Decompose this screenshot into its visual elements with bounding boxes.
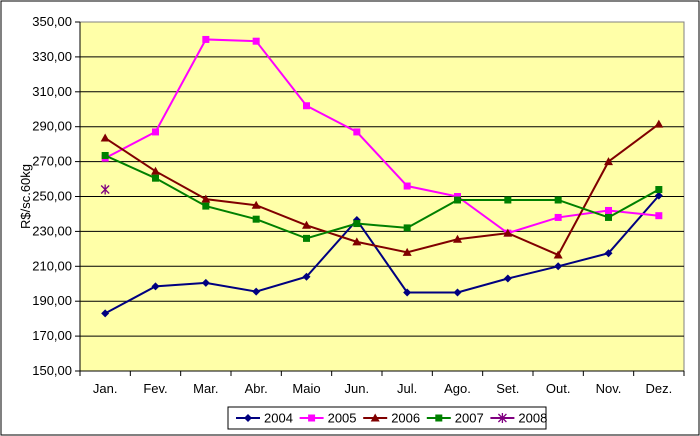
data-point (251, 200, 261, 209)
legend-marker-2005 (308, 414, 316, 422)
data-point (553, 250, 563, 259)
legend-label-2007: 2007 (455, 411, 484, 426)
data-point (353, 128, 361, 136)
data-point (353, 220, 361, 228)
legend-label-2008: 2008 (518, 411, 547, 426)
data-point (101, 151, 109, 159)
data-point (605, 206, 612, 214)
data-point (654, 119, 664, 128)
data-point (202, 35, 210, 43)
data-point (554, 213, 562, 221)
data-point (101, 309, 110, 318)
legend-label-2005: 2005 (328, 411, 357, 426)
data-point (403, 288, 412, 297)
legend-marker-2006 (370, 413, 380, 422)
y-tick-label: 310,00 (32, 84, 72, 99)
data-point (152, 174, 159, 182)
data-point (654, 191, 663, 200)
data-point (302, 272, 311, 281)
x-tick-label: Nov. (596, 381, 622, 396)
legend-marker-2008 (497, 413, 507, 423)
data-point (655, 186, 663, 194)
data-point (100, 184, 110, 195)
x-tick-label: Dez. (645, 381, 672, 396)
data-point (605, 213, 612, 221)
data-point (604, 157, 613, 166)
legend-label-2006: 2006 (391, 411, 420, 426)
y-tick-label: 330,00 (32, 49, 72, 64)
data-point (151, 282, 160, 291)
y-axis-title: R$/sc.60kg (18, 164, 33, 229)
data-point (151, 166, 160, 175)
y-tick-label: 230,00 (32, 223, 72, 238)
data-point (403, 182, 411, 190)
data-point (453, 288, 462, 297)
data-point (303, 102, 310, 110)
data-point (503, 274, 512, 283)
data-point (303, 234, 310, 242)
x-tick-label: Mar. (193, 381, 218, 396)
data-point (403, 224, 411, 232)
x-tick-label: Fev. (143, 381, 167, 396)
legend-marker-2004 (244, 414, 252, 422)
data-point (503, 228, 513, 237)
data-point (604, 249, 613, 258)
data-point (352, 237, 362, 246)
series-2004 (101, 191, 663, 318)
data-point (655, 212, 663, 220)
y-tick-label: 170,00 (32, 328, 72, 343)
x-tick-label: Abr. (245, 381, 268, 396)
data-point (252, 287, 261, 296)
x-tick-label: Ago. (444, 381, 471, 396)
x-tick-label: Jun. (345, 381, 370, 396)
series-2008 (100, 184, 110, 195)
y-tick-label: 250,00 (32, 189, 72, 204)
data-point (100, 133, 110, 142)
series-line-2007 (104, 154, 660, 240)
x-tick-label: Set. (496, 381, 519, 396)
data-point (152, 128, 159, 136)
legend-marker-2007 (435, 414, 443, 422)
data-point (252, 215, 260, 223)
data-point (202, 202, 210, 210)
data-point (252, 37, 260, 45)
y-tick-label: 350,00 (32, 14, 72, 29)
series-line-2005 (104, 38, 659, 235)
series-line-2004 (104, 194, 660, 315)
data-point (302, 220, 311, 229)
data-point (201, 278, 210, 287)
series-2007 (101, 151, 663, 242)
data-point (453, 234, 462, 243)
y-tick-label: 270,00 (32, 154, 72, 169)
y-tick-label: 150,00 (32, 363, 72, 378)
y-tick-label: 290,00 (32, 119, 72, 134)
data-point (504, 196, 512, 204)
x-tick-label: Out. (546, 381, 571, 396)
y-tick-label: 190,00 (32, 293, 72, 308)
x-tick-label: Jan. (93, 381, 118, 396)
x-tick-label: Jul. (397, 381, 417, 396)
data-point (201, 194, 211, 203)
data-point (554, 196, 562, 204)
y-tick-label: 210,00 (32, 258, 72, 273)
data-point (454, 196, 461, 204)
x-tick-label: Maio (292, 381, 320, 396)
series-2006 (100, 119, 664, 259)
legend-label-2004: 2004 (264, 411, 293, 426)
data-point (554, 262, 563, 271)
data-point (402, 247, 412, 256)
series-line-2006 (104, 123, 660, 257)
